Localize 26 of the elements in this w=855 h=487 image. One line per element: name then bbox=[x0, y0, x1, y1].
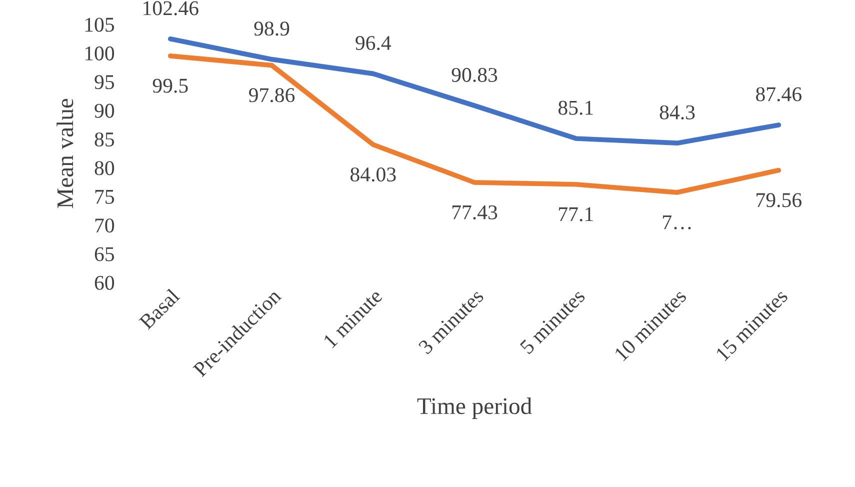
y-tick-label: 70 bbox=[95, 218, 114, 233]
y-tick-label: 75 bbox=[95, 190, 114, 204]
data-label: 96.4 bbox=[356, 36, 392, 50]
data-label: 84.03 bbox=[350, 167, 396, 182]
data-label: 87.46 bbox=[756, 87, 802, 102]
data-label: 79.56 bbox=[756, 193, 802, 208]
data-label: 102.46 bbox=[144, 1, 198, 16]
data-label: 99.5 bbox=[152, 78, 188, 93]
data-label: 77.43 bbox=[452, 205, 498, 220]
y-tick-label: 105 bbox=[85, 18, 114, 32]
y-tick-label: 85 bbox=[94, 132, 114, 146]
data-label: 98.9 bbox=[254, 22, 290, 36]
y-tick-label: 90 bbox=[94, 104, 114, 118]
data-label: 85.1 bbox=[558, 100, 593, 115]
data-label: 90.83 bbox=[452, 68, 498, 82]
data-label: 97.86 bbox=[249, 88, 295, 102]
y-tick-label: 80 bbox=[94, 161, 114, 176]
y-tick-label: 65 bbox=[94, 247, 114, 262]
data-label: 77.1 bbox=[559, 207, 593, 222]
y-tick-label: 95 bbox=[94, 75, 114, 90]
y-axis-title: Mean value bbox=[56, 98, 74, 208]
y-tick-label: 60 bbox=[94, 276, 114, 290]
x-axis-title: Time period bbox=[417, 398, 532, 419]
data-label: 7… bbox=[663, 215, 691, 230]
data-label: 84.3 bbox=[660, 105, 695, 120]
y-tick-label: 100 bbox=[85, 46, 114, 60]
